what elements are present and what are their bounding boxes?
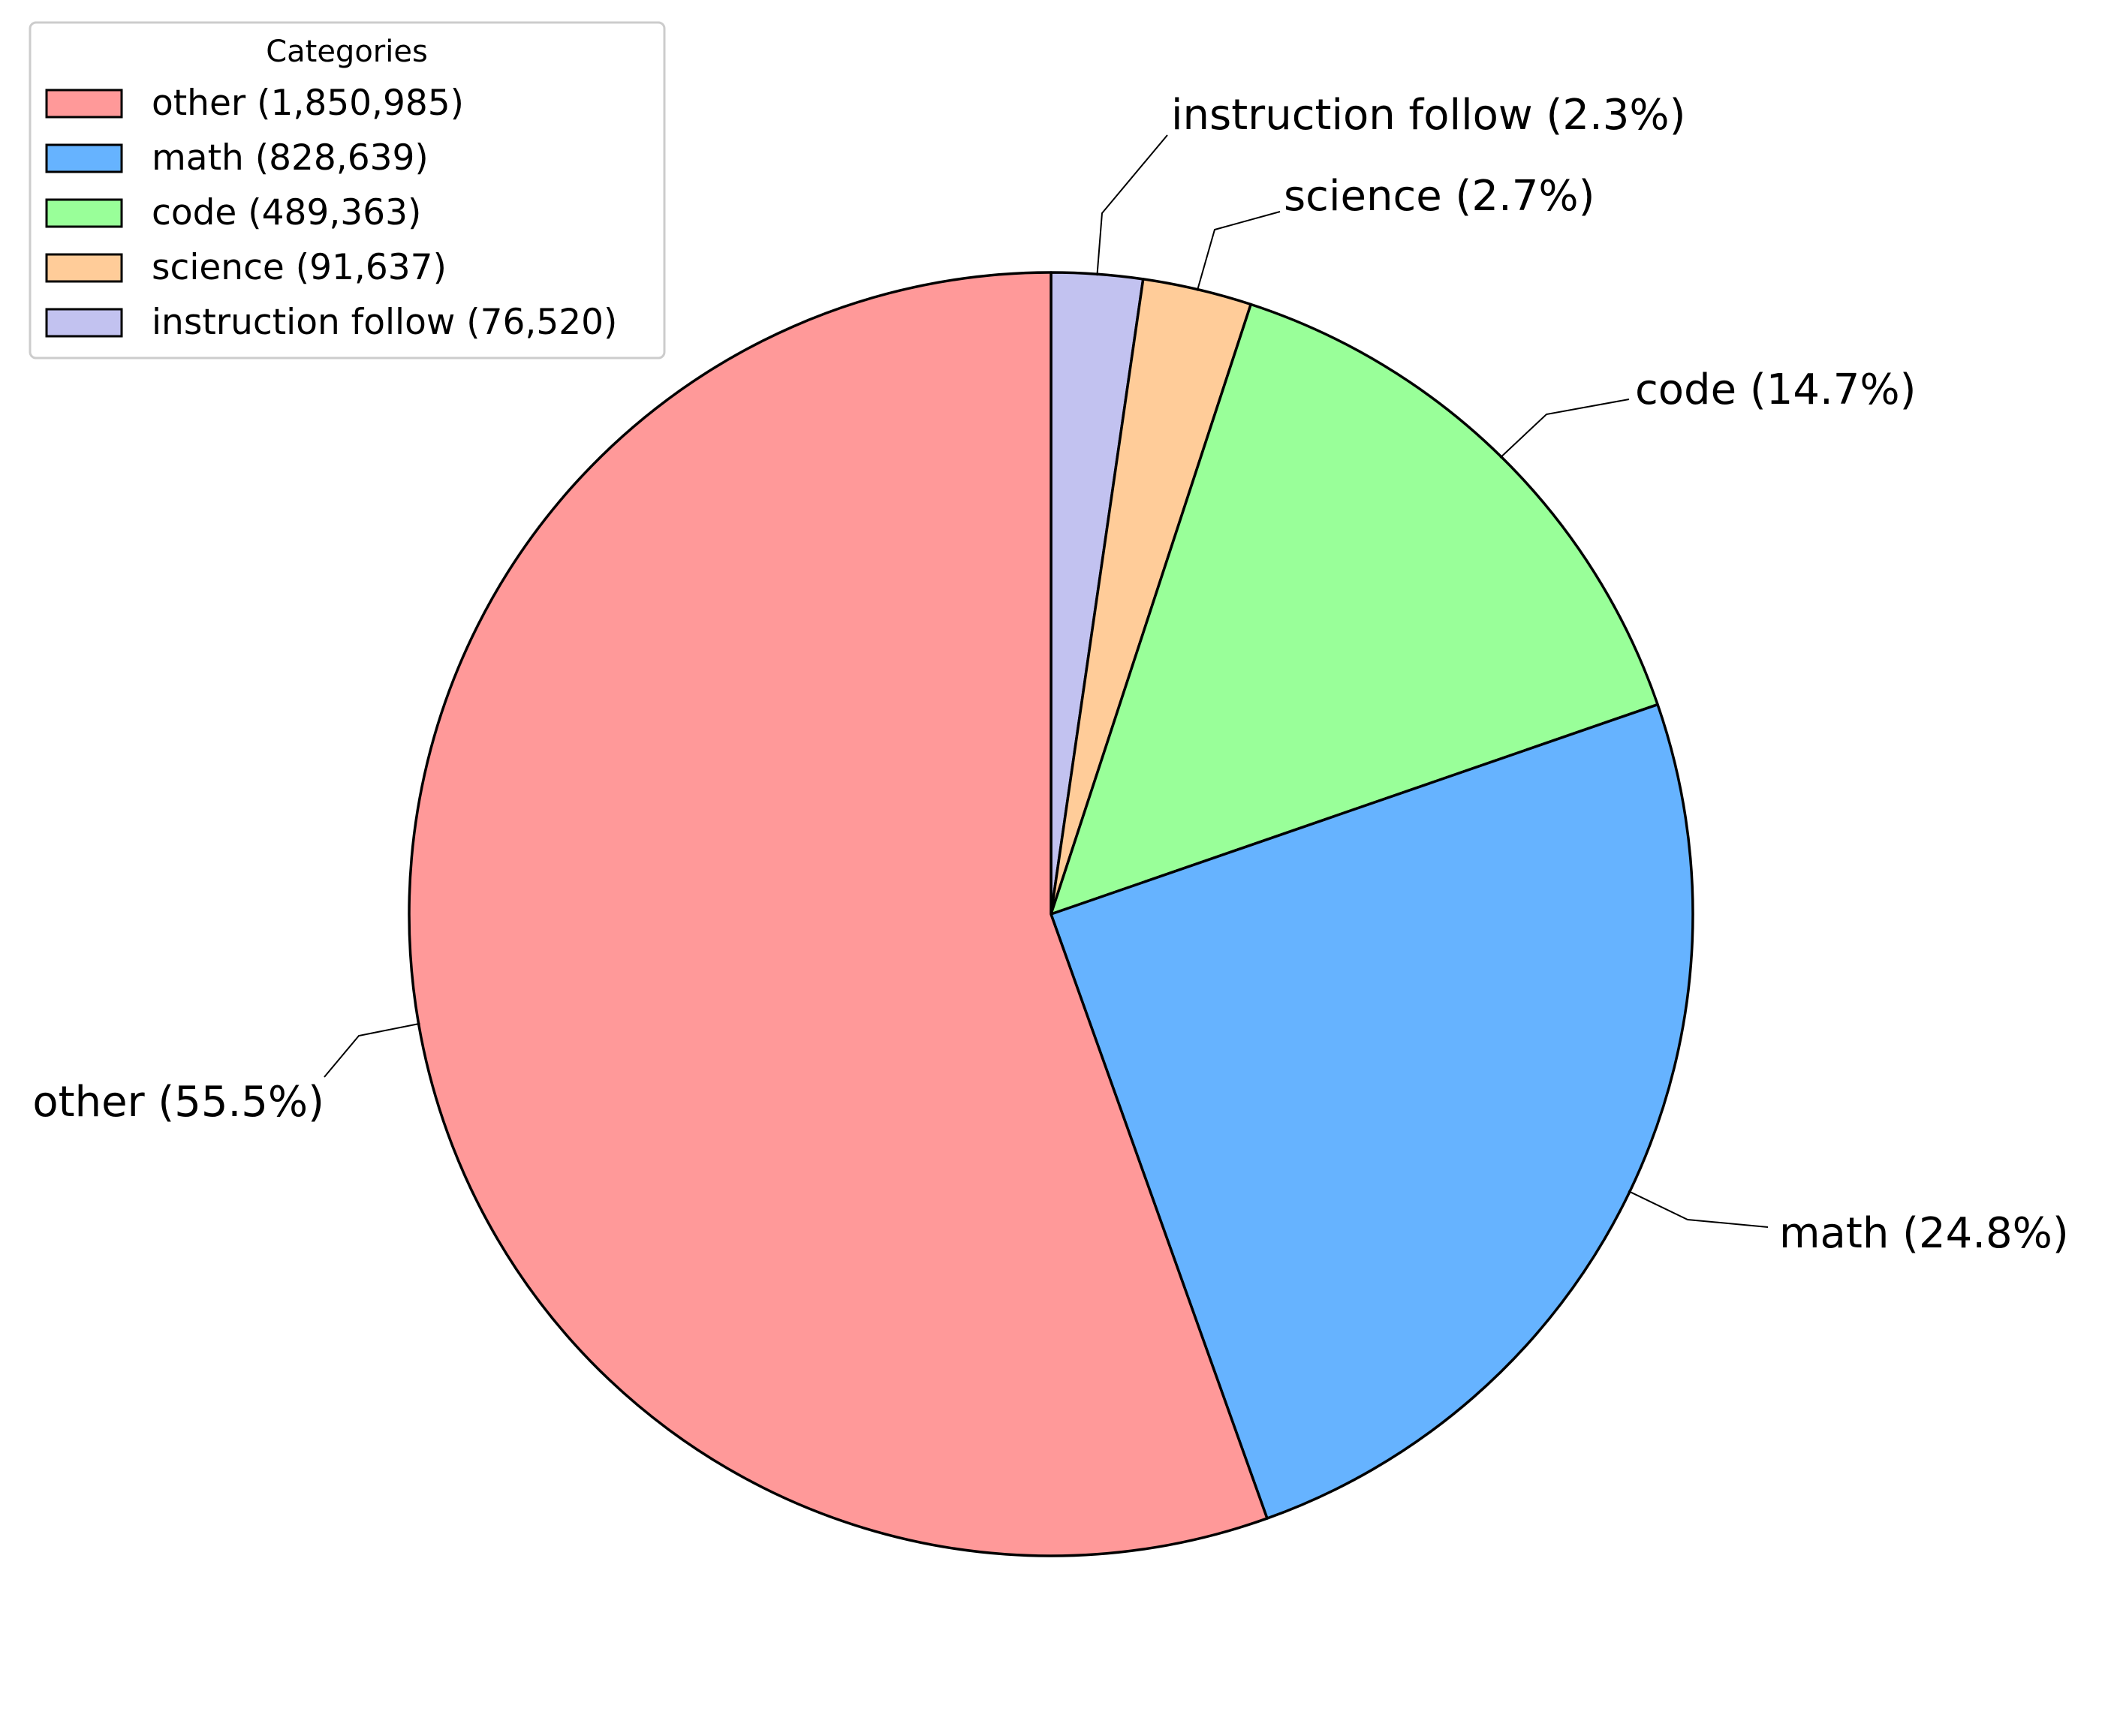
leader-instruction-follow xyxy=(1096,134,1168,276)
legend-label-instruction-follow: instruction follow (76,520) xyxy=(152,302,617,343)
leader-math xyxy=(1628,1190,1769,1228)
leader-lines xyxy=(324,134,1769,1228)
legend-label-math: math (828,639) xyxy=(152,137,429,179)
legend-title: Categories xyxy=(266,35,428,69)
legend-label-other: other (1,850,985) xyxy=(152,83,464,124)
legend-label-science: science (91,637) xyxy=(152,247,447,288)
label-instruction-follow: instruction follow (2.3%) xyxy=(1171,91,1685,140)
label-science: science (2.7%) xyxy=(1284,172,1595,221)
legend-label-code: code (489,363) xyxy=(152,192,421,233)
leader-other xyxy=(324,1022,420,1078)
legend-swatch-math xyxy=(45,143,123,173)
legend-swatch-science xyxy=(45,253,123,283)
pie-slices xyxy=(408,271,1694,1557)
leader-code xyxy=(1499,399,1630,459)
label-other: other (55.5%) xyxy=(32,1078,324,1127)
legend: Categories other (1,850,985) math (828,63… xyxy=(29,21,666,360)
label-code: code (14.7%) xyxy=(1635,366,1916,414)
leader-science xyxy=(1196,211,1281,291)
legend-swatch-instruction-follow xyxy=(45,308,123,338)
legend-swatch-other xyxy=(45,89,123,119)
legend-swatch-code xyxy=(45,198,123,228)
legend-items: other (1,850,985) math (828,639) code (489… xyxy=(45,83,617,343)
legend-box xyxy=(29,21,666,360)
label-math: math (24.8%) xyxy=(1779,1209,2069,1258)
slice-labels: instruction follow (2.3%) science (2.7%) c… xyxy=(32,91,2068,1258)
